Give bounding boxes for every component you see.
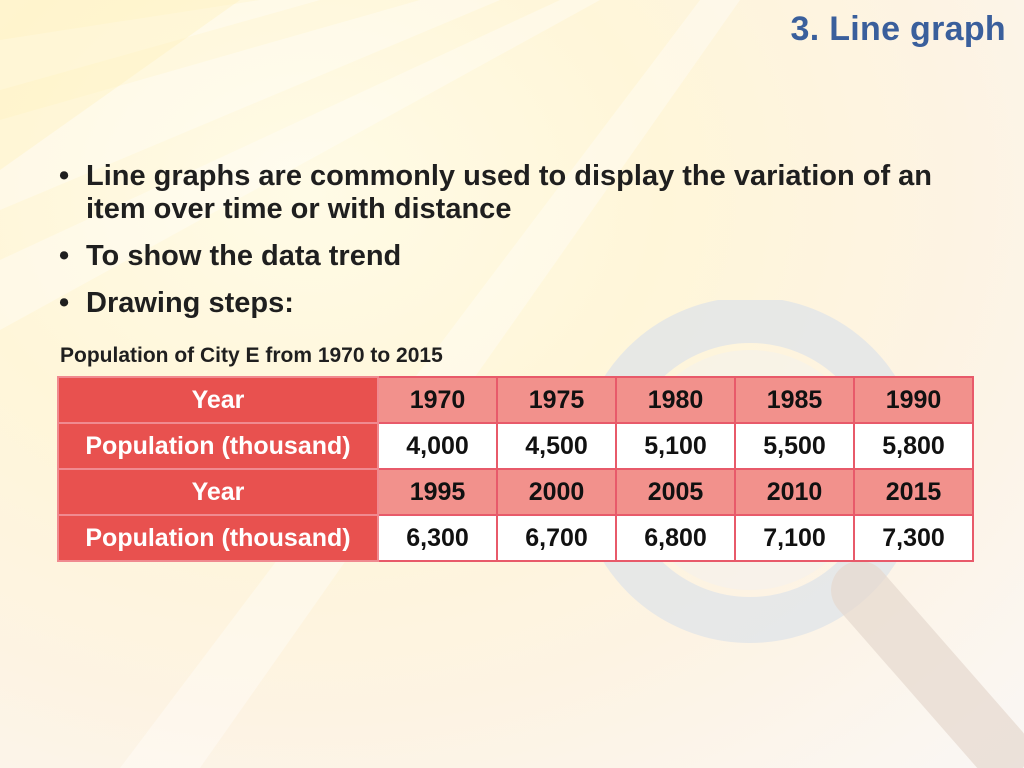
slide-title: 3. Line graph — [790, 10, 1006, 48]
table-cell: 7,100 — [734, 514, 855, 562]
row-header-cell: Population (thousand) — [57, 514, 379, 562]
population-table: Year 1970 1975 1980 1985 1990 Population… — [57, 376, 974, 562]
table-cell: 1995 — [377, 468, 498, 516]
table-cell: 6,800 — [615, 514, 736, 562]
table-cell: 1985 — [734, 376, 855, 424]
table-cell: 2015 — [853, 468, 974, 516]
table-cell: 2010 — [734, 468, 855, 516]
table-cell: 4,500 — [496, 422, 617, 470]
table-row: Population (thousand) 4,000 4,500 5,100 … — [57, 422, 974, 470]
table-cell: 5,100 — [615, 422, 736, 470]
bullet-item: Drawing steps: — [55, 287, 975, 320]
table-caption: Population of City E from 1970 to 2015 — [60, 344, 443, 367]
row-header-cell: Year — [57, 376, 379, 424]
table-cell: 6,300 — [377, 514, 498, 562]
table-row: Population (thousand) 6,300 6,700 6,800 … — [57, 514, 974, 562]
table-row: Year 1970 1975 1980 1985 1990 — [57, 376, 974, 424]
table-cell: 6,700 — [496, 514, 617, 562]
row-header-cell: Population (thousand) — [57, 422, 379, 470]
bullet-item: Line graphs are commonly used to display… — [55, 160, 975, 226]
bullet-list: Line graphs are commonly used to display… — [55, 160, 975, 334]
row-header-cell: Year — [57, 468, 379, 516]
table-cell: 1970 — [377, 376, 498, 424]
table-row: Year 1995 2000 2005 2010 2015 — [57, 468, 974, 516]
table-cell: 2005 — [615, 468, 736, 516]
table-cell: 1980 — [615, 376, 736, 424]
table-cell: 5,800 — [853, 422, 974, 470]
bullet-item: To show the data trend — [55, 240, 975, 273]
table-cell: 2000 — [496, 468, 617, 516]
table-cell: 7,300 — [853, 514, 974, 562]
table-cell: 5,500 — [734, 422, 855, 470]
table-cell: 1975 — [496, 376, 617, 424]
table-cell: 4,000 — [377, 422, 498, 470]
table-cell: 1990 — [853, 376, 974, 424]
